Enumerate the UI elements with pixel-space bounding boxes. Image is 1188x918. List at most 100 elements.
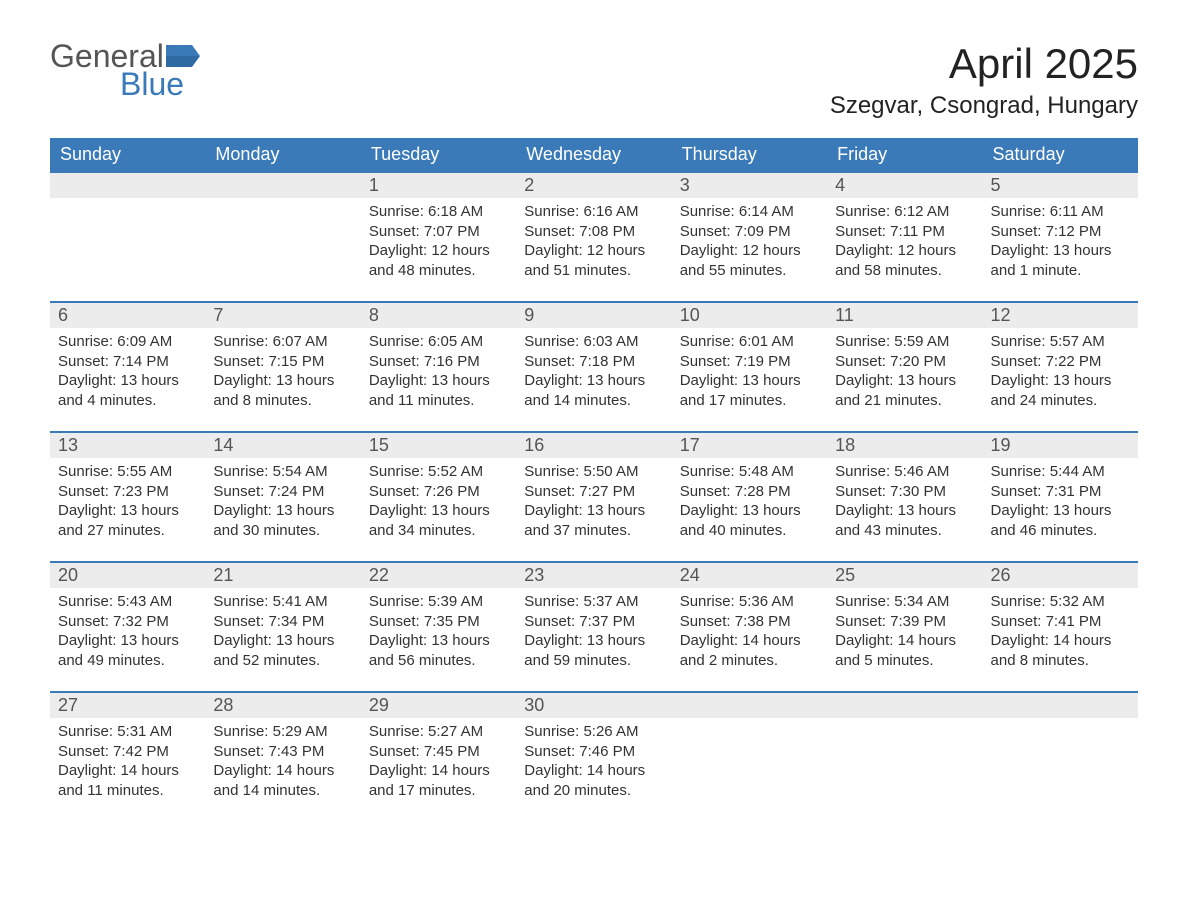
sunrise-text: Sunrise: 6:11 AM xyxy=(991,202,1130,222)
sunrise-text: Sunrise: 5:36 AM xyxy=(680,592,819,612)
sunset-text: Sunset: 7:24 PM xyxy=(213,482,352,502)
day-number-cell: 16 xyxy=(516,432,671,458)
week-content-row: Sunrise: 6:09 AMSunset: 7:14 PMDaylight:… xyxy=(50,328,1138,432)
day-content-cell: Sunrise: 6:07 AMSunset: 7:15 PMDaylight:… xyxy=(205,328,360,432)
daylight-text: Daylight: 14 hours and 8 minutes. xyxy=(991,631,1130,670)
day-number-cell: 9 xyxy=(516,302,671,328)
week-daynum-row: 13141516171819 xyxy=(50,432,1138,458)
daylight-text: Daylight: 14 hours and 2 minutes. xyxy=(680,631,819,670)
sunset-text: Sunset: 7:22 PM xyxy=(991,352,1130,372)
day-number-cell xyxy=(205,172,360,198)
day-content-cell: Sunrise: 5:55 AMSunset: 7:23 PMDaylight:… xyxy=(50,458,205,562)
sunset-text: Sunset: 7:45 PM xyxy=(369,742,508,762)
daylight-text: Daylight: 13 hours and 17 minutes. xyxy=(680,371,819,410)
daylight-text: Daylight: 13 hours and 24 minutes. xyxy=(991,371,1130,410)
day-number-cell: 7 xyxy=(205,302,360,328)
sunset-text: Sunset: 7:28 PM xyxy=(680,482,819,502)
sunrise-text: Sunrise: 5:43 AM xyxy=(58,592,197,612)
sunrise-text: Sunrise: 5:34 AM xyxy=(835,592,974,612)
sunset-text: Sunset: 7:09 PM xyxy=(680,222,819,242)
day-content-cell: Sunrise: 5:31 AMSunset: 7:42 PMDaylight:… xyxy=(50,718,205,822)
sunset-text: Sunset: 7:34 PM xyxy=(213,612,352,632)
sunrise-text: Sunrise: 6:09 AM xyxy=(58,332,197,352)
day-number-cell: 5 xyxy=(983,172,1138,198)
sunset-text: Sunset: 7:27 PM xyxy=(524,482,663,502)
day-number-cell: 23 xyxy=(516,562,671,588)
day-number-cell: 19 xyxy=(983,432,1138,458)
day-content-cell: Sunrise: 6:09 AMSunset: 7:14 PMDaylight:… xyxy=(50,328,205,432)
day-content-cell: Sunrise: 5:32 AMSunset: 7:41 PMDaylight:… xyxy=(983,588,1138,692)
week-daynum-row: 6789101112 xyxy=(50,302,1138,328)
sunset-text: Sunset: 7:07 PM xyxy=(369,222,508,242)
sunset-text: Sunset: 7:15 PM xyxy=(213,352,352,372)
day-content-cell: Sunrise: 5:41 AMSunset: 7:34 PMDaylight:… xyxy=(205,588,360,692)
day-number-cell: 13 xyxy=(50,432,205,458)
sunset-text: Sunset: 7:43 PM xyxy=(213,742,352,762)
daylight-text: Daylight: 13 hours and 59 minutes. xyxy=(524,631,663,670)
calendar-table: Sunday Monday Tuesday Wednesday Thursday… xyxy=(50,138,1138,822)
sunrise-text: Sunrise: 5:26 AM xyxy=(524,722,663,742)
day-content-cell xyxy=(983,718,1138,822)
sunrise-text: Sunrise: 6:18 AM xyxy=(369,202,508,222)
day-number-cell: 3 xyxy=(672,172,827,198)
day-number-cell: 10 xyxy=(672,302,827,328)
daylight-text: Daylight: 13 hours and 52 minutes. xyxy=(213,631,352,670)
day-content-cell xyxy=(50,198,205,302)
daylight-text: Daylight: 13 hours and 4 minutes. xyxy=(58,371,197,410)
daylight-text: Daylight: 13 hours and 37 minutes. xyxy=(524,501,663,540)
sunrise-text: Sunrise: 6:01 AM xyxy=(680,332,819,352)
sunset-text: Sunset: 7:12 PM xyxy=(991,222,1130,242)
sunset-text: Sunset: 7:23 PM xyxy=(58,482,197,502)
week-daynum-row: 12345 xyxy=(50,172,1138,198)
daylight-text: Daylight: 12 hours and 55 minutes. xyxy=(680,241,819,280)
day-content-cell: Sunrise: 5:44 AMSunset: 7:31 PMDaylight:… xyxy=(983,458,1138,562)
sunset-text: Sunset: 7:18 PM xyxy=(524,352,663,372)
sunset-text: Sunset: 7:38 PM xyxy=(680,612,819,632)
sunrise-text: Sunrise: 5:55 AM xyxy=(58,462,197,482)
day-number-cell: 28 xyxy=(205,692,360,718)
week-daynum-row: 20212223242526 xyxy=(50,562,1138,588)
sunset-text: Sunset: 7:31 PM xyxy=(991,482,1130,502)
day-content-cell: Sunrise: 5:34 AMSunset: 7:39 PMDaylight:… xyxy=(827,588,982,692)
day-number-cell: 14 xyxy=(205,432,360,458)
dow-row: Sunday Monday Tuesday Wednesday Thursday… xyxy=(50,138,1138,172)
day-number-cell: 1 xyxy=(361,172,516,198)
day-content-cell: Sunrise: 5:50 AMSunset: 7:27 PMDaylight:… xyxy=(516,458,671,562)
dow-thu: Thursday xyxy=(672,138,827,172)
day-content-cell: Sunrise: 5:59 AMSunset: 7:20 PMDaylight:… xyxy=(827,328,982,432)
daylight-text: Daylight: 13 hours and 21 minutes. xyxy=(835,371,974,410)
sunset-text: Sunset: 7:35 PM xyxy=(369,612,508,632)
sunset-text: Sunset: 7:08 PM xyxy=(524,222,663,242)
sunset-text: Sunset: 7:42 PM xyxy=(58,742,197,762)
day-number-cell: 18 xyxy=(827,432,982,458)
week-content-row: Sunrise: 5:31 AMSunset: 7:42 PMDaylight:… xyxy=(50,718,1138,822)
day-content-cell: Sunrise: 6:03 AMSunset: 7:18 PMDaylight:… xyxy=(516,328,671,432)
daylight-text: Daylight: 13 hours and 1 minute. xyxy=(991,241,1130,280)
week-content-row: Sunrise: 5:55 AMSunset: 7:23 PM Daylight:… xyxy=(50,458,1138,562)
daylight-text: Daylight: 14 hours and 14 minutes. xyxy=(213,761,352,800)
sunrise-text: Sunrise: 5:52 AM xyxy=(369,462,508,482)
day-number-cell: 26 xyxy=(983,562,1138,588)
sunrise-text: Sunrise: 5:46 AM xyxy=(835,462,974,482)
dow-fri: Friday xyxy=(827,138,982,172)
week-content-row: Sunrise: 6:18 AMSunset: 7:07 PM Daylight:… xyxy=(50,198,1138,302)
day-content-cell: Sunrise: 5:36 AMSunset: 7:38 PMDaylight:… xyxy=(672,588,827,692)
day-number-cell xyxy=(672,692,827,718)
daylight-text: Daylight: 13 hours and 11 minutes. xyxy=(369,371,508,410)
daylight-text: Daylight: 13 hours and 30 minutes. xyxy=(213,501,352,540)
dow-sat: Saturday xyxy=(983,138,1138,172)
sunrise-text: Sunrise: 5:29 AM xyxy=(213,722,352,742)
sunrise-text: Sunrise: 5:37 AM xyxy=(524,592,663,612)
day-number-cell: 24 xyxy=(672,562,827,588)
daylight-text: Daylight: 14 hours and 5 minutes. xyxy=(835,631,974,670)
day-content-cell: Sunrise: 5:48 AMSunset: 7:28 PMDaylight:… xyxy=(672,458,827,562)
sunset-text: Sunset: 7:16 PM xyxy=(369,352,508,372)
header: General Blue April 2025 Szegvar, Csongra… xyxy=(50,40,1138,130)
sunset-text: Sunset: 7:14 PM xyxy=(58,352,197,372)
day-number-cell: 12 xyxy=(983,302,1138,328)
day-content-cell: Sunrise: 5:29 AMSunset: 7:43 PMDaylight:… xyxy=(205,718,360,822)
week-content-row: Sunrise: 5:43 AMSunset: 7:32 PMDaylight:… xyxy=(50,588,1138,692)
page-title: April 2025 xyxy=(830,40,1138,88)
sunset-text: Sunset: 7:19 PM xyxy=(680,352,819,372)
sunrise-text: Sunrise: 6:03 AM xyxy=(524,332,663,352)
